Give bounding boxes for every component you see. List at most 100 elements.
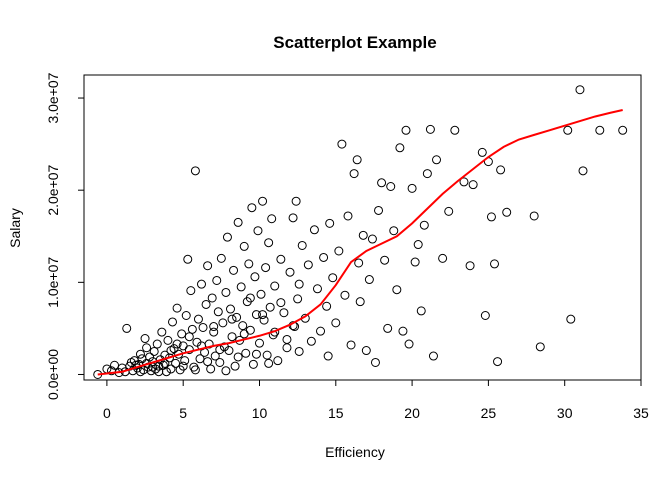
data-point	[198, 322, 208, 332]
data-point	[358, 230, 368, 240]
data-point	[425, 124, 435, 134]
data-point	[258, 196, 268, 206]
data-point	[251, 310, 261, 320]
data-point	[618, 125, 628, 135]
data-point	[261, 263, 271, 273]
data-point	[238, 321, 248, 331]
data-point	[180, 356, 190, 366]
data-point	[361, 346, 371, 356]
data-point	[438, 253, 448, 263]
data-point	[502, 207, 512, 217]
x-tick-label: 5	[179, 405, 187, 421]
data-point	[354, 258, 364, 268]
smoother-line	[97, 109, 623, 376]
data-point	[444, 206, 454, 216]
data-point	[227, 314, 237, 324]
data-point	[352, 155, 362, 165]
data-point	[264, 238, 274, 248]
data-point	[291, 196, 301, 206]
data-point	[212, 275, 222, 285]
x-tick-label: 35	[633, 405, 649, 421]
data-point	[247, 203, 257, 213]
data-point	[110, 360, 120, 370]
data-point	[496, 165, 506, 175]
data-point	[331, 318, 341, 328]
data-point	[122, 323, 132, 333]
data-point	[253, 226, 263, 236]
data-point	[189, 362, 199, 372]
data-point	[166, 364, 176, 374]
data-point	[285, 267, 295, 277]
data-point	[288, 213, 298, 223]
data-point	[241, 348, 251, 358]
data-point	[563, 125, 573, 135]
data-point	[404, 339, 414, 349]
data-point	[595, 125, 605, 135]
data-point	[233, 217, 243, 227]
data-point	[256, 289, 266, 299]
data-point	[264, 358, 274, 368]
data-point	[244, 259, 254, 269]
data-point	[232, 312, 242, 322]
data-point	[486, 212, 496, 222]
data-point	[197, 279, 206, 289]
data-point	[450, 125, 460, 135]
data-point	[262, 350, 272, 360]
data-point	[135, 349, 145, 359]
data-point	[325, 218, 335, 228]
data-point	[172, 303, 182, 313]
data-point	[416, 306, 426, 316]
x-tick-label: 0	[103, 405, 111, 421]
chart-title: Scatterplot Example	[273, 33, 436, 52]
data-point	[419, 220, 429, 230]
data-point	[319, 252, 329, 262]
data-point	[184, 332, 194, 342]
data-point	[459, 177, 469, 187]
data-point	[177, 329, 187, 339]
data-point	[468, 180, 478, 190]
data-point	[201, 299, 211, 309]
data-point	[294, 346, 304, 356]
data-point	[236, 282, 246, 292]
data-point	[154, 361, 164, 371]
data-point	[186, 286, 196, 296]
data-point	[172, 339, 182, 349]
x-axis-label: Efficiency	[325, 444, 385, 460]
data-point	[195, 354, 205, 364]
data-point	[389, 226, 399, 236]
data-point	[157, 327, 167, 337]
data-point	[294, 279, 304, 289]
data-point	[206, 364, 216, 374]
data-point	[258, 310, 268, 320]
data-point	[210, 351, 220, 361]
data-point	[535, 342, 545, 352]
data-point	[251, 349, 261, 359]
data-point	[248, 359, 258, 369]
data-point	[209, 327, 219, 337]
data-point	[346, 340, 356, 350]
scatter-points	[93, 85, 628, 379]
data-point	[377, 178, 387, 188]
data-point	[184, 345, 194, 355]
data-point	[181, 311, 191, 320]
data-point	[316, 326, 326, 336]
data-point	[168, 317, 178, 327]
x-axis: 0 5 10 15 20 25 30 35	[103, 380, 649, 421]
data-point	[178, 361, 188, 371]
data-point	[529, 211, 539, 221]
data-point	[213, 307, 223, 317]
data-point	[102, 364, 112, 374]
data-point	[276, 254, 286, 264]
data-point	[216, 253, 226, 263]
data-point	[152, 339, 162, 349]
y-tick-label: 1.0e+07	[45, 257, 61, 308]
data-point	[407, 183, 417, 193]
data-point	[197, 341, 206, 351]
data-point	[493, 357, 503, 367]
data-point	[297, 240, 307, 250]
data-point	[190, 166, 200, 176]
x-tick-label: 25	[481, 405, 497, 421]
data-point	[276, 298, 286, 308]
data-point	[207, 293, 217, 303]
